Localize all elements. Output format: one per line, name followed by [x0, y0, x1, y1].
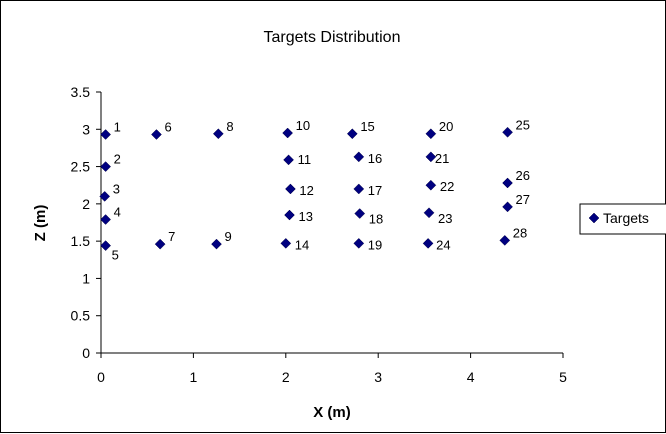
legend: Targets	[579, 203, 666, 235]
target-label: 26	[516, 168, 530, 183]
target-marker	[100, 240, 111, 251]
legend-marker	[588, 212, 600, 224]
target-label: 19	[368, 237, 382, 252]
target-label: 22	[440, 179, 454, 194]
target-marker	[425, 128, 437, 140]
target-label: 5	[112, 248, 119, 263]
target-marker	[425, 179, 437, 191]
target-marker	[151, 129, 162, 140]
target-marker	[100, 214, 111, 225]
target-label: 1	[114, 120, 121, 135]
legend-label: Targets	[603, 210, 649, 226]
x-tick-label: 2	[282, 369, 290, 385]
target-marker	[283, 154, 294, 166]
target-label: 10	[296, 118, 310, 133]
x-tick-label: 1	[190, 369, 198, 385]
target-label: 24	[436, 237, 450, 252]
y-tick-label: 0	[82, 345, 90, 361]
target-marker	[502, 177, 513, 189]
target-marker	[212, 128, 224, 140]
y-axis-ticks: 0 0.5 1 1.5 2 2.5 3 3.5	[71, 84, 101, 361]
target-label: 20	[439, 119, 453, 134]
x-tick-label: 3	[374, 369, 382, 385]
y-tick-label: 3	[82, 121, 90, 137]
target-label: 23	[438, 211, 452, 226]
target-marker	[100, 161, 111, 172]
target-label: 25	[516, 117, 530, 132]
target-marker	[285, 183, 296, 195]
target-marker	[282, 127, 294, 139]
target-label: 6	[164, 120, 171, 135]
target-label: 18	[369, 212, 383, 227]
target-marker	[425, 151, 437, 163]
x-tick-label: 5	[559, 369, 567, 385]
target-marker	[499, 235, 511, 246]
target-label: 27	[516, 192, 530, 207]
target-marker	[211, 238, 222, 250]
chart-title: Targets Distribution	[264, 29, 401, 46]
target-label: 3	[113, 181, 120, 196]
y-tick-label: 2.5	[71, 159, 91, 175]
target-label: 14	[295, 237, 309, 252]
target-label: 13	[298, 209, 312, 224]
target-marker	[100, 129, 111, 140]
y-tick-label: 2	[82, 196, 90, 212]
target-marker	[346, 128, 358, 140]
y-tick-label: 1.5	[71, 233, 91, 249]
target-label: 12	[299, 183, 313, 198]
target-label: 21	[435, 151, 449, 166]
target-marker	[353, 238, 365, 249]
target-marker	[422, 238, 434, 249]
target-marker	[99, 191, 111, 202]
target-label: 28	[513, 225, 527, 240]
x-tick-label: 4	[467, 369, 475, 385]
target-label: 16	[368, 151, 382, 166]
target-marker	[284, 209, 295, 221]
x-tick-label: 0	[97, 369, 105, 385]
target-marker	[353, 183, 365, 195]
y-tick-label: 3.5	[71, 84, 91, 100]
target-marker	[353, 151, 365, 163]
target-marker	[502, 201, 513, 213]
target-label: 15	[360, 119, 374, 134]
target-marker	[502, 126, 513, 138]
target-marker	[423, 207, 435, 219]
x-axis-title: X (m)	[313, 404, 351, 421]
y-axis-title: Z (m)	[32, 205, 49, 242]
target-marker	[280, 238, 292, 249]
target-label: 7	[168, 229, 175, 244]
target-label: 2	[114, 152, 121, 167]
target-label: 17	[368, 183, 382, 198]
target-label: 9	[225, 229, 232, 244]
target-marker	[154, 238, 166, 250]
target-label: 11	[298, 152, 312, 167]
y-tick-label: 0.5	[71, 308, 91, 324]
x-axis-ticks: 0 1 2 3 4 5	[97, 353, 567, 385]
y-tick-label: 1	[82, 270, 90, 286]
data-points: 1234567891011121314151617181920212223242…	[99, 117, 530, 263]
target-marker	[354, 208, 366, 219]
target-label: 8	[226, 119, 233, 134]
target-label: 4	[114, 205, 121, 220]
